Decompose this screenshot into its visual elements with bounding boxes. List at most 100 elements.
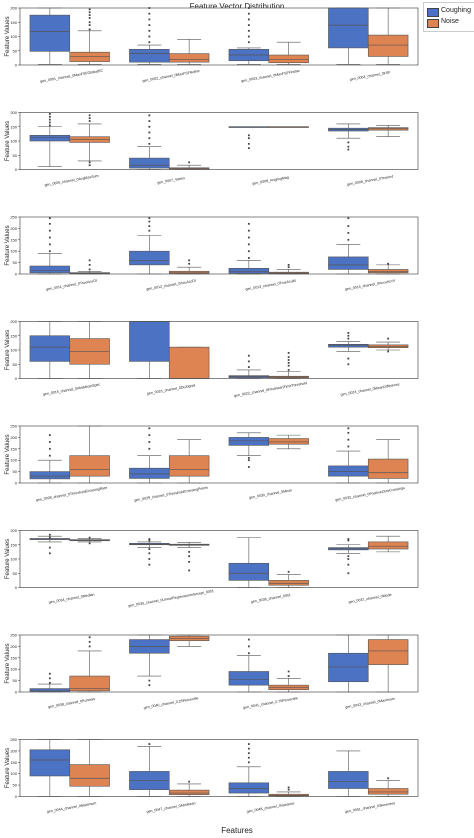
outlier-point (48, 677, 51, 680)
outlier-point (347, 232, 350, 234)
outlier-point (48, 536, 51, 539)
outlier-point (247, 236, 250, 239)
panel-2-ylabel: Feature Values (5, 121, 11, 161)
outlier-point (287, 359, 290, 361)
coughing-box (29, 14, 71, 52)
outlier-point (287, 369, 290, 371)
outlier-point (347, 539, 350, 542)
outlier-point (188, 555, 191, 558)
legend-label-noise: Noise (441, 18, 459, 25)
outlier-point (247, 638, 250, 641)
panel-1-ylabel: Feature Values (5, 16, 11, 56)
outlier-point (247, 466, 250, 468)
panel-8-ytick-label: 0 (15, 794, 18, 799)
outlier-point (188, 780, 191, 783)
category-label: gen_0016_channel_0DuSignal (147, 383, 196, 396)
panel-3-ytick-label: 250 (10, 215, 17, 220)
outlier-point (347, 334, 350, 337)
category-label: gen_0047_channel_0AbsMean (146, 801, 196, 814)
category-label: gen_0036_channel_0Std (251, 593, 291, 604)
outlier-point (88, 117, 91, 120)
outlier-point (148, 538, 151, 540)
category-label: gen_0004_channel_0FSF (349, 70, 391, 81)
outlier-point (148, 12, 151, 15)
panel-3-ytick-label: 0 (15, 272, 18, 277)
outlier-point (48, 546, 51, 549)
category-label: gen_0013_channel_0TrueAcuM (245, 279, 296, 292)
outlier-point (188, 262, 191, 265)
outlier-point (247, 457, 250, 459)
outlier-point (48, 447, 51, 450)
panel-1-ytick-label: 0 (15, 63, 18, 68)
outlier-point (188, 569, 191, 572)
category-label: gen_0014_channel_0AccuAccV (345, 279, 396, 292)
outlier-point (347, 563, 350, 566)
outlier-point (247, 7, 250, 9)
outlier-point (347, 332, 350, 334)
outlier-point (287, 263, 290, 266)
outlier-point (287, 364, 290, 367)
outlier-point (387, 262, 390, 265)
outlier-point (48, 454, 51, 457)
noise-box (367, 541, 409, 550)
category-label: gen_0003_channel_0MaxFSFFirstNc (241, 69, 301, 83)
panel-2-ytick-label: 150 (10, 124, 17, 129)
outlier-point (88, 21, 91, 24)
coughing-box (129, 250, 170, 266)
outlier-point (247, 222, 250, 225)
outlier-point (48, 243, 51, 246)
outlier-point (88, 120, 91, 122)
outlier-point (88, 268, 91, 271)
outlier-point (48, 222, 51, 225)
outlier-point (88, 161, 91, 164)
outlier-point (247, 257, 250, 259)
outlier-point (88, 114, 91, 117)
panel-8-ylabel: Feature Values (5, 748, 11, 788)
category-label: gen_0043_channel_0Maximum (345, 697, 395, 710)
outlier-point (48, 217, 51, 220)
outlier-point (347, 357, 350, 360)
coughing-box (228, 562, 270, 581)
panel-6-ytick-label: 150 (10, 542, 17, 547)
category-label: gen_0011_channel_0TrueAcuOI (46, 279, 97, 292)
noise-box (168, 789, 210, 795)
outlier-point (347, 238, 350, 241)
noise-box (168, 455, 210, 477)
panel-2-ytick-label: 50 (13, 153, 18, 158)
outlier-point (148, 18, 151, 21)
outlier-point (148, 447, 151, 450)
noise-box (367, 269, 409, 274)
outlier-point (148, 558, 151, 560)
outlier-point (48, 124, 51, 127)
outlier-point (48, 533, 51, 536)
outlier-point (247, 24, 250, 26)
coughing-box (29, 471, 71, 480)
outlier-point (347, 337, 350, 340)
outlier-point (387, 777, 390, 780)
panel-1-ytick-label: 100 (10, 34, 17, 39)
outlier-point (88, 28, 91, 31)
outlier-point (247, 41, 250, 44)
panel-3-ytick-label: 100 (10, 249, 17, 254)
outlier-point (88, 24, 91, 26)
panel-7-ytick-label: 50 (13, 678, 18, 683)
outlier-point (88, 14, 91, 17)
coughing-box (29, 749, 71, 777)
outlier-point (247, 134, 250, 137)
coughing-box (228, 782, 270, 794)
outlier-point (347, 217, 350, 220)
outlier-point (188, 560, 191, 563)
coughing-box (129, 467, 170, 479)
coughing-box (328, 465, 369, 477)
outlier-point (88, 17, 91, 19)
legend-swatch-coughing (427, 8, 439, 17)
panel-5-ytick-label: 50 (13, 469, 18, 474)
noise-box (268, 580, 309, 586)
category-label: gen_0038_channel_0Kurtosis (48, 697, 96, 709)
panel-5-ytick-label: 0 (15, 481, 18, 486)
coughing-box (328, 256, 369, 270)
category-label: gen_0015_channel_0AbsMeanSpec (43, 382, 101, 396)
legend-swatch-noise (427, 19, 439, 28)
outlier-point (148, 552, 151, 555)
